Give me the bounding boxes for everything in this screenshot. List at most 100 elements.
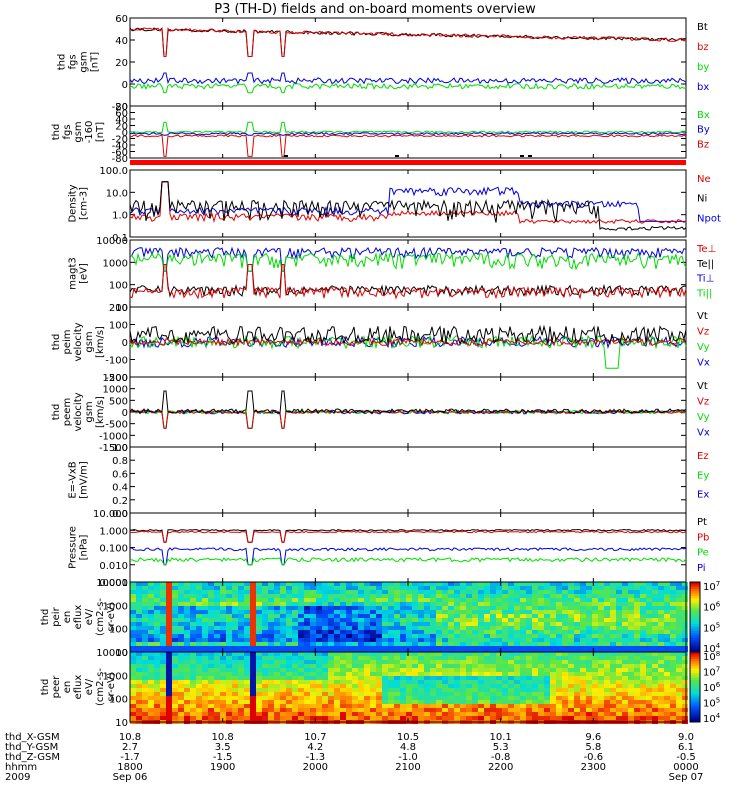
heatmap-cell <box>436 676 442 680</box>
heatmap-cell <box>268 634 274 638</box>
heatmap-cell <box>604 646 610 650</box>
heatmap-cell <box>238 664 244 668</box>
heatmap-cell <box>268 668 274 672</box>
colorbar-cell <box>690 710 700 714</box>
heatmap-cell <box>670 676 676 680</box>
heatmap-cell <box>484 656 490 660</box>
heatmap-cell <box>346 642 352 646</box>
y-tick-label: 500 <box>109 396 128 407</box>
heatmap-cell <box>682 712 688 716</box>
heatmap-cell <box>472 598 478 602</box>
heatmap-cell <box>640 590 646 594</box>
heatmap-cell <box>400 634 406 638</box>
heatmap-cell <box>322 590 328 594</box>
heatmap-cell <box>514 652 520 656</box>
heatmap-cell <box>280 708 286 712</box>
heatmap-cell <box>430 668 436 672</box>
heatmap-cell <box>286 672 292 676</box>
heatmap-cell <box>316 672 322 676</box>
heatmap-cell <box>526 660 532 664</box>
heatmap-cell <box>316 626 322 630</box>
heatmap-cell <box>238 656 244 660</box>
colorbar-label: 105 <box>703 697 720 710</box>
heatmap-cell <box>154 668 160 672</box>
heatmap-cell <box>502 602 508 606</box>
heatmap-cell <box>568 630 574 634</box>
heatmap-cell <box>586 656 592 660</box>
heatmap-cell <box>466 708 472 712</box>
heatmap-cell <box>154 642 160 646</box>
heatmap-cell <box>202 696 208 700</box>
series-line-0 <box>129 246 687 272</box>
heatmap-cell <box>352 646 358 650</box>
heatmap-cell <box>208 622 214 626</box>
heatmap-cell <box>568 634 574 638</box>
heatmap-cell <box>544 634 550 638</box>
heatmap-cell <box>166 660 172 664</box>
heatmap-cell <box>664 622 670 626</box>
heatmap-cell <box>478 652 484 656</box>
heatmap-cell <box>232 684 238 688</box>
heatmap-cell <box>202 692 208 696</box>
heatmap-cell <box>490 590 496 594</box>
heatmap-cell <box>574 622 580 626</box>
heatmap-cell <box>568 708 574 712</box>
heatmap-cell <box>574 634 580 638</box>
heatmap-cell <box>556 696 562 700</box>
heatmap-cell <box>634 634 640 638</box>
heatmap-cell <box>328 614 334 618</box>
heatmap-cell <box>364 586 370 590</box>
heatmap-cell <box>544 606 550 610</box>
series-line-by <box>129 82 687 94</box>
heatmap-cell <box>304 664 310 668</box>
heatmap-cell <box>604 660 610 664</box>
y-tick-label: -60 <box>112 148 128 159</box>
heatmap-cell <box>340 712 346 716</box>
heatmap-cell <box>400 622 406 626</box>
y-label-line: sr-eV) <box>106 672 117 701</box>
heatmap-cell <box>520 618 526 622</box>
heatmap-cell <box>586 622 592 626</box>
heatmap-cell <box>436 586 442 590</box>
heatmap-cell <box>496 586 502 590</box>
heatmap-cell <box>340 590 346 594</box>
heatmap-cell <box>448 646 454 650</box>
colorbar-cell <box>690 582 700 585</box>
heatmap-cell <box>610 594 616 598</box>
heatmap-cell <box>604 656 610 660</box>
heatmap-cell <box>376 586 382 590</box>
heatmap-cell <box>250 606 256 610</box>
heatmap-cell <box>418 664 424 668</box>
heatmap-cell <box>616 680 622 684</box>
heatmap-cell <box>172 664 178 668</box>
heatmap-cell <box>604 606 610 610</box>
heatmap-cell <box>628 626 634 630</box>
heatmap-cell <box>262 688 268 692</box>
heatmap-cell <box>442 590 448 594</box>
heatmap-cell <box>664 618 670 622</box>
y-tick-label: 1000 <box>103 671 128 682</box>
x-tick-label: 1900 <box>210 762 235 773</box>
heatmap-cell <box>244 598 250 602</box>
heatmap-cell <box>634 630 640 634</box>
heatmap-cell <box>298 594 304 598</box>
heatmap-cell <box>400 586 406 590</box>
heatmap-cell <box>310 598 316 602</box>
heatmap-cell <box>442 672 448 676</box>
heatmap-cell <box>454 638 460 642</box>
heatmap-cell <box>616 602 622 606</box>
heatmap-cell <box>520 652 526 656</box>
x-row-label: thd_X-GSM <box>5 732 60 743</box>
heatmap-cell <box>568 582 574 586</box>
heatmap-cell <box>682 696 688 700</box>
heatmap-cell <box>130 672 136 676</box>
heatmap-cell <box>160 598 166 602</box>
heatmap-cell <box>610 712 616 716</box>
heatmap-cell <box>352 668 358 672</box>
heatmap-cell <box>298 672 304 676</box>
heatmap-cell <box>268 704 274 708</box>
y-axis-label: thd peir en eflux eV/(cm2-s-sr-eV) <box>40 598 117 636</box>
heatmap-cell <box>364 684 370 688</box>
heatmap-cell <box>640 692 646 696</box>
heatmap-cell <box>172 618 178 622</box>
